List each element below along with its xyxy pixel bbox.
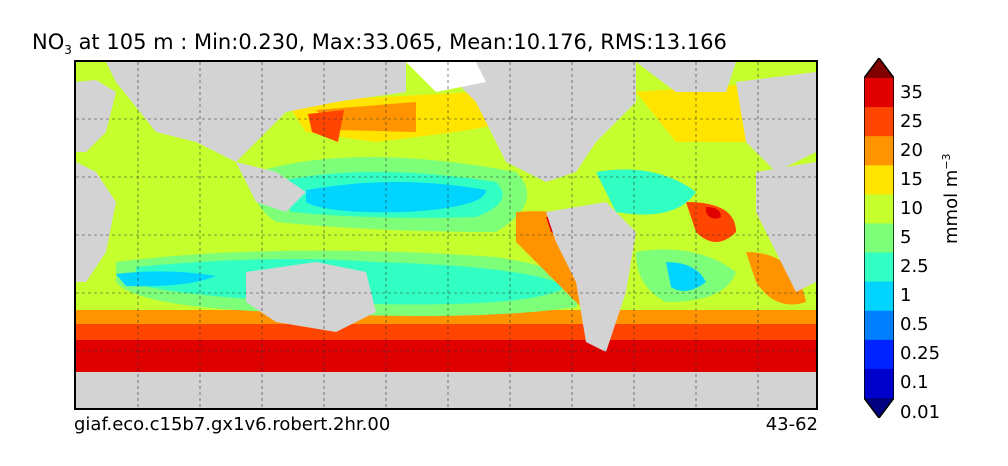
north-atlantic-gyre (596, 169, 696, 215)
north-america (436, 62, 636, 182)
colorbar-segment (864, 165, 894, 195)
colorbar-tick-label: 20 (900, 139, 923, 161)
colorbar-segment (864, 310, 894, 341)
north-pacific-gyre-core (306, 182, 486, 213)
ocean-map (74, 60, 818, 410)
time-range-label: 43-62 (765, 414, 818, 435)
colorbar (864, 58, 894, 418)
colorbar-segment (864, 368, 894, 399)
southeast-asia (236, 162, 306, 212)
colorbar-tick-label: 25 (900, 110, 923, 132)
benguela-upwelling (686, 202, 736, 242)
colorbar-tick-label: 35 (900, 81, 923, 103)
south-atlantic-gyre-core (666, 262, 706, 291)
colorbar-segment (864, 223, 894, 254)
eurasia (106, 62, 406, 162)
arctic-ice (406, 62, 486, 92)
colorbar-segment (864, 107, 894, 137)
australia (246, 262, 376, 332)
colorbar-tick-label: 0.01 (900, 401, 941, 423)
units-label: mmol m−3 (940, 153, 962, 244)
colorbar-tick-label: 0.25 (900, 343, 941, 365)
colorbar-segment (864, 339, 894, 370)
colorbar-segment (864, 78, 894, 108)
colorbar-tick-label: 15 (900, 168, 923, 190)
africa-east (756, 162, 816, 292)
indian-gyre-core (116, 271, 216, 287)
colorbar-segment (864, 281, 894, 312)
run-id-label: giaf.eco.c15b7.gx1v6.robert.2hr.00 (74, 414, 391, 435)
benguela-upwelling-core (706, 207, 721, 219)
colorbar-tick-label: 2.5 (900, 256, 929, 278)
europe (736, 72, 816, 172)
colorbar-tick-label: 0.1 (900, 372, 929, 394)
colorbar-tick-label: 1 (900, 285, 912, 307)
colorbar-segment (864, 252, 894, 283)
colorbar-extend-bottom (864, 398, 894, 418)
colorbar-segment (864, 194, 894, 224)
colorbar-tick-label: 0.5 (900, 314, 929, 336)
antarctica (76, 372, 816, 408)
okhotsk-upwelling (308, 110, 344, 142)
africa-west (76, 80, 116, 152)
map-title: NO3 at 105 m : Min:0.230, Max:33.065, Me… (32, 30, 727, 58)
colorbar-segment (864, 136, 894, 166)
greenland (636, 62, 736, 92)
graticule (76, 62, 816, 408)
south-america (546, 202, 636, 352)
colorbar-tick-label: 5 (900, 227, 912, 248)
agulhas-region (746, 252, 806, 305)
colorbar-tick-label: 10 (900, 197, 923, 219)
map-canvas (76, 62, 816, 408)
africa-south (76, 162, 116, 282)
colorbar-extend-top (864, 58, 894, 78)
